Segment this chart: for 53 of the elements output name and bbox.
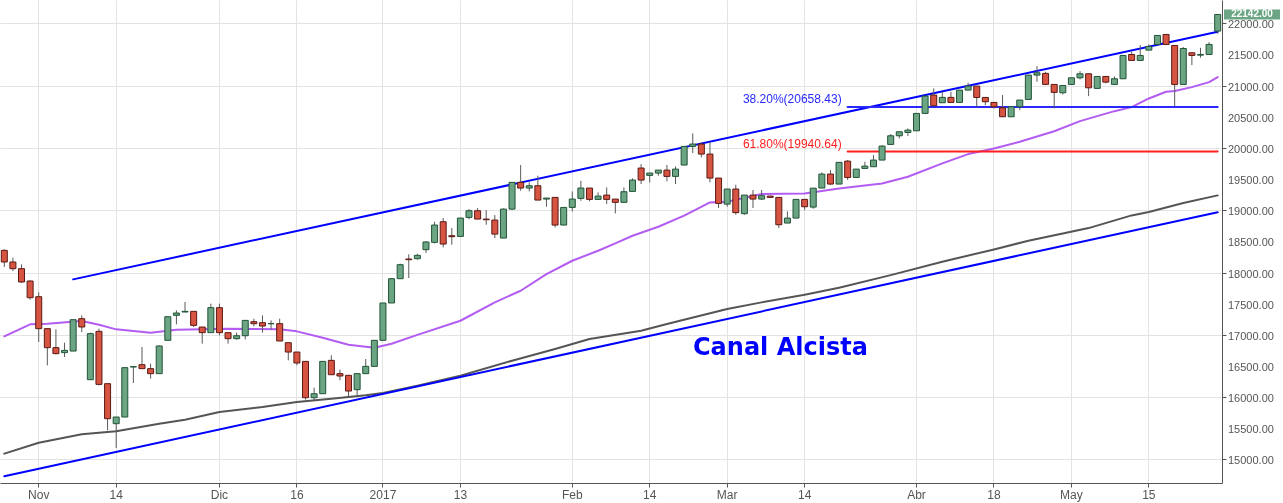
candlestick: [663, 164, 671, 182]
y-tick-label: 19000.00: [1228, 205, 1274, 218]
x-tick-label: Feb: [561, 487, 583, 502]
y-tick-label: 15500.00: [1228, 423, 1274, 436]
x-tick-label: 18: [987, 487, 1001, 502]
candlestick: [129, 366, 137, 384]
x-tick-label: 14: [643, 487, 657, 502]
candlestick: [973, 85, 981, 108]
candlestick: [1085, 73, 1093, 97]
y-tick-label: 21000.00: [1228, 80, 1274, 93]
candlestick: [241, 319, 249, 340]
candlestick: [740, 194, 748, 216]
y-tick-label: 18000.00: [1228, 267, 1274, 280]
series-label: 38.20%(20658.43): [742, 91, 842, 106]
y-tick-label: 19500.00: [1228, 174, 1274, 187]
candlestick: [534, 175, 542, 201]
candlestick: [749, 189, 757, 209]
candlestick: [835, 161, 843, 185]
text: 22142.00: [1231, 8, 1274, 20]
candlestick: [164, 316, 172, 341]
x-tick-label: Nov: [28, 487, 50, 502]
candlestick: [1188, 52, 1196, 66]
y-tick-label: 15000.00: [1228, 454, 1274, 467]
candlestick: [405, 253, 413, 279]
x-tick-label: May: [1060, 487, 1083, 502]
y-tick-label: 16000.00: [1228, 392, 1274, 405]
y-tick-label: 17000.00: [1228, 329, 1274, 342]
annotation: Canal Alcista: [693, 333, 868, 361]
y-tick-label: 17500.00: [1228, 298, 1274, 311]
y-tick-label: 16500.00: [1228, 360, 1274, 373]
x-tick-label: Mar: [716, 487, 738, 502]
x-tick-label: Abr: [907, 487, 926, 502]
y-tick-label: 20500.00: [1228, 111, 1274, 124]
candlestick: [947, 91, 955, 103]
candlestick: [276, 318, 284, 342]
y-tick-label: 18500.00: [1228, 236, 1274, 249]
candlestick: [732, 184, 740, 216]
candlestick: [844, 159, 852, 181]
candlestick: [1050, 83, 1058, 109]
y-tick-label: 22000.00: [1228, 18, 1274, 31]
candlestick: [637, 163, 645, 185]
y-tick-label: 20000.00: [1228, 142, 1274, 155]
y-tick-label: 21500.00: [1228, 49, 1274, 62]
x-tick-label: 2017: [369, 487, 397, 502]
candlestick: [517, 164, 525, 192]
x-tick-label: 16: [290, 487, 304, 502]
x-tick-label: 15: [1142, 487, 1156, 502]
x-tick-label: 13: [453, 487, 468, 502]
series-label: 61.80%(19940.64): [742, 136, 842, 151]
candlestick: [999, 94, 1007, 118]
x-tick-label: Dic: [210, 487, 229, 502]
x-tick-label: 14: [797, 487, 812, 502]
x-tick-label: 14: [109, 487, 124, 502]
